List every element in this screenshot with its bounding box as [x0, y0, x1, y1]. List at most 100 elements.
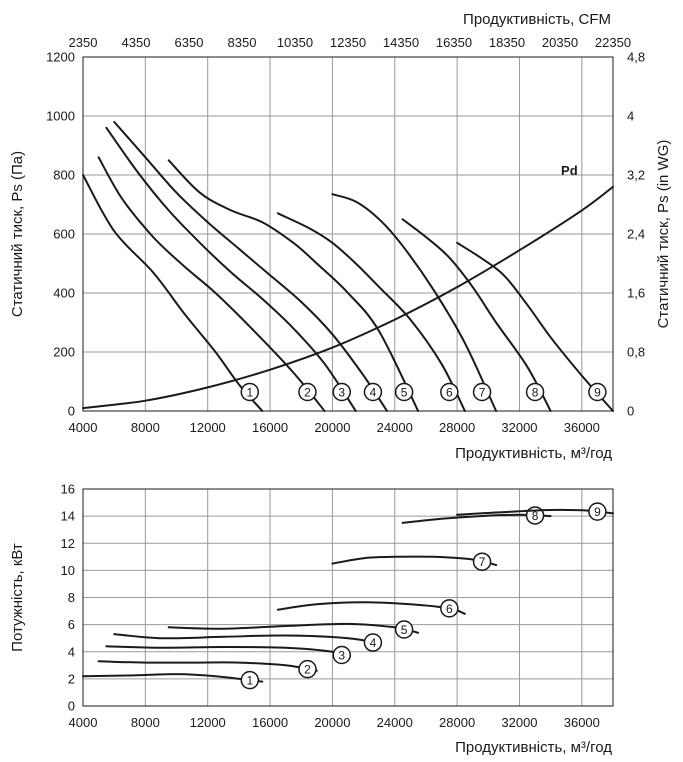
x-tick-label: 12000 [190, 715, 226, 730]
pressure-chart: 4000 8000 12000 16000 20000 24000 28000 32000 36… [9, 11, 672, 462]
y-tick-label: 200 [53, 345, 75, 360]
curve-4 [113, 633, 381, 645]
curve-marker-label-2: 2 [304, 386, 311, 400]
x-tick-label: 16000 [252, 420, 288, 435]
x-tick-label: 20000 [314, 715, 350, 730]
x-tick-label: 28000 [439, 715, 475, 730]
y-tick-label: 400 [53, 286, 75, 301]
curve-marker-label-9: 9 [594, 505, 601, 519]
right-tick-label: 0,8 [627, 345, 645, 360]
curve-7 [331, 555, 498, 566]
y-tick-label: 12 [61, 536, 75, 551]
right-tick-label: 4,8 [627, 50, 645, 65]
top-tick-label: 4350 [122, 35, 151, 50]
y-tick-label: 10 [61, 563, 75, 578]
right-axis-title: Статичний тиск, Ps (in WG) [655, 140, 672, 329]
x-tick-label: 4000 [69, 420, 98, 435]
curve-marker-9 [588, 502, 607, 521]
curve-7 [331, 193, 498, 412]
y-tick-label: 600 [53, 227, 75, 242]
curve-marker-7 [472, 382, 492, 402]
right-tick-label: 3,2 [627, 168, 645, 183]
y-tick-label: 16 [61, 482, 75, 497]
x-tick-label: 28000 [439, 420, 475, 435]
curve-marker-3 [332, 645, 352, 665]
right-tick-label: 0 [627, 404, 634, 419]
curve-marker-6 [440, 599, 459, 618]
y-tick-label: 4 [68, 644, 75, 659]
curve-5 [167, 159, 420, 412]
curve-marker-label-6: 6 [446, 386, 453, 400]
plot-frame [82, 488, 614, 707]
curve-marker-8 [525, 382, 545, 402]
curve-marker-label-4: 4 [370, 636, 377, 650]
curve-2 [97, 660, 318, 672]
top-tick-label: 16350 [436, 35, 472, 50]
curve-marker-4 [363, 382, 383, 402]
curve-marker-2 [298, 382, 317, 402]
top-tick-label: 18350 [489, 35, 525, 50]
curve-6 [276, 601, 466, 615]
pd-curve-label: Pd [561, 163, 578, 178]
x-tick-label: 16000 [252, 715, 288, 730]
curve-marker-1 [240, 670, 260, 690]
curve-9 [456, 241, 614, 412]
x-axis-title: Продуктивність, м³/год [455, 739, 612, 756]
curve-6 [276, 212, 466, 412]
curve-marker-label-7: 7 [479, 555, 486, 569]
y-axis-title: Потужність, кВт [9, 543, 26, 652]
x-tick-label: 8000 [131, 715, 160, 730]
y-tick-label: 2 [68, 671, 75, 686]
top-tick-label: 2350 [69, 35, 98, 50]
top-tick-label: 10350 [277, 35, 313, 50]
x-tick-label: 36000 [564, 715, 600, 730]
curve-pd [82, 185, 614, 410]
top-tick-label: 22350 [595, 35, 631, 50]
y-tick-label: 8 [68, 590, 75, 605]
power-chart: 4000 8000 12000 16000 20000 24000 28000 32000 36… [9, 482, 614, 756]
plot-frame [82, 56, 614, 412]
top-tick-label: 20350 [542, 35, 578, 50]
x-tick-label: 4000 [69, 715, 98, 730]
curve-4 [113, 120, 388, 412]
x-tick-label: 32000 [501, 715, 537, 730]
curve-marker-label-3: 3 [338, 386, 345, 400]
grid-lines [82, 56, 613, 412]
curve-marker-7 [472, 552, 492, 571]
curve-marker-1 [240, 382, 260, 402]
curve-2 [97, 156, 326, 412]
curve-1 [82, 174, 264, 412]
y-tick-label: 14 [61, 509, 75, 524]
curve-marker-label-1: 1 [246, 386, 253, 400]
curve-marker-label-5: 5 [401, 623, 408, 637]
y-tick-label: 6 [68, 617, 75, 632]
x-tick-label: 36000 [564, 420, 600, 435]
curve-marker-label-8: 8 [532, 386, 539, 400]
right-tick-label: 4 [627, 109, 634, 124]
curve-1 [82, 673, 264, 683]
curve-marker-5 [394, 620, 414, 639]
top-tick-label: 6350 [175, 35, 204, 50]
curve-marker-label-5: 5 [401, 386, 408, 400]
right-tick-label: 2,4 [627, 227, 645, 242]
y-axis-title: Статичний тиск, Ps (Па) [9, 151, 26, 317]
curve-marker-6 [440, 382, 459, 402]
curve-marker-label-4: 4 [370, 386, 377, 400]
x-tick-label: 8000 [131, 420, 160, 435]
x-tick-label: 24000 [377, 420, 413, 435]
curve-5 [167, 622, 420, 634]
right-tick-label: 1,6 [627, 286, 645, 301]
curve-marker-3 [332, 382, 352, 402]
x-tick-label: 32000 [501, 420, 537, 435]
top-axis-title: Продуктивність, CFM [463, 11, 611, 28]
curve-marker-9 [588, 382, 607, 402]
curve-marker-label-9: 9 [594, 386, 601, 400]
y-tick-label: 0 [68, 404, 75, 419]
y-tick-label: 1000 [46, 109, 75, 124]
curve-marker-5 [394, 382, 414, 402]
y-tick-label: 800 [53, 168, 75, 183]
y-tick-label: 0 [68, 699, 75, 714]
curve-8 [401, 218, 552, 412]
x-tick-label: 20000 [314, 420, 350, 435]
curve-marker-label-2: 2 [304, 663, 311, 677]
